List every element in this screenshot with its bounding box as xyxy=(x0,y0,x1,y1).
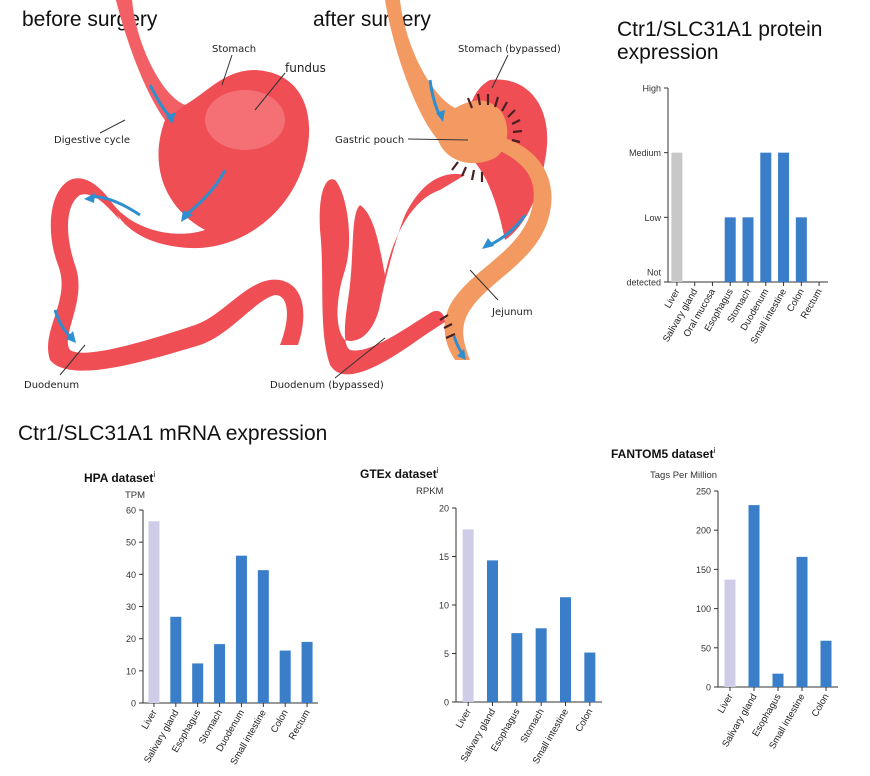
stomach-bypassed-label: Stomach (bypassed) xyxy=(458,44,561,55)
bar-colon xyxy=(279,650,291,703)
bar-small-intestine xyxy=(257,570,269,703)
fantom5-info-icon[interactable]: i xyxy=(713,446,716,455)
gtex-ylabel: RPKM xyxy=(416,486,444,497)
y-tick-label: 15 xyxy=(439,552,449,562)
y-tick-label: 10 xyxy=(126,666,136,676)
bar-colon xyxy=(584,652,596,702)
gtex-dataset-title: GTEx dataseti xyxy=(360,466,438,481)
stomach-surgery-illustration: Stomach fundus Digestive cycle Duodenum … xyxy=(24,0,561,391)
y-tick-label: Low xyxy=(644,213,661,223)
bar-stomach xyxy=(742,217,754,282)
bar-stomach xyxy=(535,628,547,702)
bar-esophagus xyxy=(724,217,736,282)
before-stomach-drawing xyxy=(48,0,310,371)
bar-liver xyxy=(724,579,736,687)
y-tick-label: Medium xyxy=(629,148,661,158)
mrna-section-title: Ctr1/SLC31A1 mRNA expression xyxy=(18,422,328,445)
bar-stomach xyxy=(214,644,226,703)
y-tick-label: 20 xyxy=(439,504,449,514)
bar-duodenum xyxy=(760,152,772,282)
y-tick-label: 10 xyxy=(439,601,449,611)
fantom5-dataset-title: FANTOM5 dataseti xyxy=(611,446,715,461)
y-tick-label: 0 xyxy=(444,698,449,708)
bar-colon xyxy=(795,217,807,282)
bar-esophagus xyxy=(192,663,204,703)
protein-chart-title: Ctr1/SLC31A1 protein expression xyxy=(617,18,823,65)
y-tick-label: 150 xyxy=(696,565,711,575)
duodenum-label: Duodenum xyxy=(24,380,79,391)
fantom5-title-text: FANTOM5 dataset xyxy=(611,447,714,461)
fundus-label: fundus xyxy=(285,61,326,75)
bar-colon xyxy=(820,640,832,687)
y-tick-label: 100 xyxy=(696,604,711,614)
y-tick-label: 0 xyxy=(706,683,711,693)
y-tick-label: 30 xyxy=(126,602,136,612)
bar-esophagus xyxy=(772,673,784,687)
bar-salivary-gland xyxy=(170,616,182,703)
x-tick-label-colon: Colon xyxy=(810,692,832,719)
fantom5-ylabel: Tags Per Million xyxy=(650,470,718,481)
bar-small-intestine xyxy=(778,152,790,282)
bar-duodenum xyxy=(235,555,247,703)
bar-small-intestine xyxy=(796,556,808,687)
hpa-ylabel: TPM xyxy=(125,490,146,501)
y-tick-label: 200 xyxy=(696,526,711,536)
x-tick-label-liver: Liver xyxy=(716,692,736,715)
bar-liver xyxy=(148,521,160,703)
after-stomach-drawing xyxy=(319,0,552,375)
stomach-label: Stomach xyxy=(212,44,256,55)
y-tick-label: 50 xyxy=(701,643,711,653)
hpa-dataset-title: HPA dataseti xyxy=(84,470,155,485)
bar-small-intestine xyxy=(560,597,571,702)
bar-salivary-gland xyxy=(487,560,498,702)
y-tick-label: 20 xyxy=(126,634,136,644)
jejunum-label: Jejunum xyxy=(491,307,533,318)
y-tick-label: 5 xyxy=(444,649,449,659)
bar-liver xyxy=(462,529,474,702)
y-tick-label: 60 xyxy=(126,506,136,516)
y-tick-label: detected xyxy=(626,278,661,288)
y-tick-label: 0 xyxy=(131,699,136,709)
y-tick-label: 250 xyxy=(696,487,711,497)
hpa-info-icon[interactable]: i xyxy=(153,470,156,479)
digestive-cycle-label: Digestive cycle xyxy=(54,135,130,146)
gtex-title-text: GTEx dataset xyxy=(360,467,437,481)
bar-liver xyxy=(671,152,683,282)
y-tick-label: 50 xyxy=(126,538,136,548)
bar-rectum xyxy=(301,641,313,703)
gastric-pouch-label: Gastric pouch xyxy=(335,135,404,146)
gtex-info-icon[interactable]: i xyxy=(436,466,439,475)
bar-salivary-gland xyxy=(748,505,760,687)
duodenum-bypassed-label: Duodenum (bypassed) xyxy=(270,380,384,391)
bar-esophagus xyxy=(511,633,523,702)
y-tick-label: Not xyxy=(647,268,662,278)
y-tick-label: High xyxy=(642,84,661,94)
y-tick-label: 40 xyxy=(126,570,136,580)
hpa-title-text: HPA dataset xyxy=(84,471,154,485)
